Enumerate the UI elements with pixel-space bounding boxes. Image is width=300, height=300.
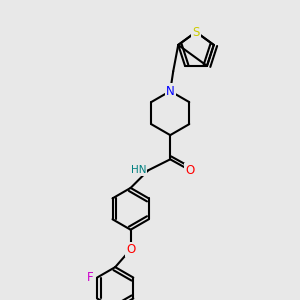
Text: HN: HN [131, 165, 146, 175]
Text: O: O [185, 164, 195, 177]
Text: S: S [192, 26, 200, 38]
Text: O: O [126, 243, 135, 256]
Text: F: F [86, 271, 93, 284]
Text: N: N [166, 85, 175, 98]
